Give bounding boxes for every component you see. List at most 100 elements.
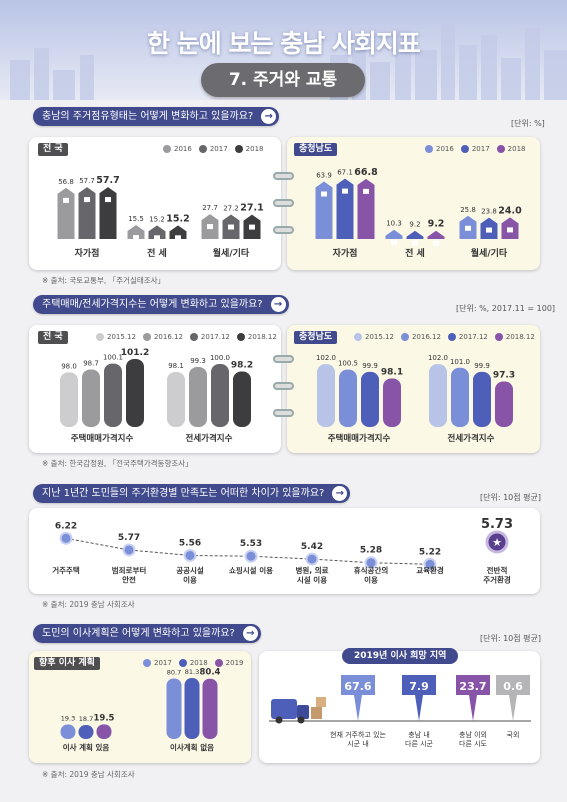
bar (126, 358, 144, 427)
bar (495, 381, 513, 427)
data-label: 9.2 (409, 221, 420, 229)
data-label: 80.4 (200, 668, 221, 678)
bar (233, 371, 251, 427)
bar (211, 364, 229, 427)
legend-label: 2018.12 (247, 333, 277, 341)
bar (202, 678, 218, 739)
category-label: 주거환경 (483, 575, 511, 585)
bar (104, 363, 122, 427)
category-label: 자가점 (333, 247, 358, 259)
data-label: 27.2 (223, 205, 239, 213)
legend-label: 2017.12 (458, 333, 488, 341)
data-label: 99.3 (190, 357, 206, 365)
house-bar (336, 178, 354, 239)
category-label: 현재 거주하고 있는 (330, 730, 387, 739)
bar (82, 369, 100, 427)
legend-item: 2018.12 (236, 333, 277, 341)
legend: 2016 2017 2018 (425, 145, 525, 153)
legend-item: 2017 (198, 145, 228, 153)
category-label: 시군 내 (347, 739, 369, 748)
pin-marker (402, 675, 436, 721)
binder-ring (273, 382, 294, 390)
legend-item: 2018.12 (494, 333, 535, 341)
bar (78, 724, 94, 739)
legend-label: 2019 (225, 659, 244, 667)
house-window (363, 188, 369, 194)
region-title: 2019년 이사 희망 지역 (342, 648, 459, 664)
category-label: 전세가격지수 (186, 433, 233, 444)
tenure-chungnam-chart: 63.9 67.1 66.8 자가점 10.3 9.2 9.2 전 세 25.8 23.8 24.0… (315, 167, 522, 259)
binder-ring (273, 409, 294, 417)
data-label: 19.5 (94, 713, 115, 723)
house-bar (427, 230, 445, 239)
category-label: 자가점 (75, 247, 100, 259)
data-point (423, 557, 437, 571)
source-note: ※ 출처: 2019 충남 사회조사 (42, 600, 135, 609)
binder-ring (273, 199, 294, 207)
legend-label: 2018.12 (505, 333, 535, 341)
arrow-right-icon: → (270, 297, 286, 312)
data-point (305, 552, 319, 566)
data-label: 100.0 (210, 354, 230, 362)
house-bar (385, 229, 403, 239)
house-window (154, 235, 160, 241)
tenure-nation-chart: 56.8 57.7 57.7 자가점 15.5 15.2 15.2 전 세 27.7 27.2 27… (57, 175, 264, 259)
category-label: 안전 (122, 575, 136, 585)
legend-label: 2016.12 (153, 333, 183, 341)
legend-item: 2018 (234, 145, 263, 153)
bar (184, 678, 200, 739)
bar (60, 372, 78, 427)
category-label: 이용 (364, 575, 378, 585)
house-bar (57, 187, 75, 239)
panel-moving-region: 67.6 현재 거주하고 있는 시군 내 7.9 충남 내 다른 시군 23.7 충남 이외 다… (259, 651, 540, 763)
legend-item: 2018 (496, 145, 526, 153)
question-text: 도민의 이사계획은 어떻게 변화하고 있을까요? (42, 628, 235, 639)
data-label: 98.2 (231, 361, 253, 371)
data-point (183, 548, 197, 562)
category-label: 공공시설 (176, 565, 204, 575)
data-label: 5.77 (118, 533, 140, 543)
bar (429, 364, 447, 427)
legend-label: 2017 (209, 145, 228, 153)
house-window (412, 240, 418, 246)
overall-point (485, 530, 509, 554)
truck-icon (271, 699, 297, 719)
bar (361, 371, 379, 427)
source-note: ※ 출처: 국토교통부, 「주거실태조사」 (42, 276, 166, 285)
star-icon: ★ (492, 536, 502, 549)
page-header: 한 눈에 보는 충남 사회지표 7. 주거와 교통 (0, 0, 567, 100)
source-note: ※ 출처: 한국감정원, 「전국주택가격동향조사」 (42, 459, 193, 468)
data-point (244, 549, 258, 563)
data-label: 102.0 (316, 354, 336, 362)
data-label: 5.22 (419, 547, 441, 557)
category-label: 휴식공간의 (354, 565, 389, 575)
legend: 2015.12 2016.12 2017.12 2018.12 (354, 333, 535, 341)
category-label: 충남 내 (408, 730, 430, 739)
house-window (84, 197, 90, 203)
legend-label: 2017 (471, 145, 490, 153)
arrow-right-icon: → (332, 486, 348, 501)
house-window (507, 227, 513, 233)
unit-label: [단위: 10점 평균] (480, 634, 542, 643)
data-label: 98.1 (381, 368, 403, 378)
data-label: 0.6 (503, 680, 523, 693)
legend-label: 2018 (507, 145, 526, 153)
data-label: 15.2 (149, 215, 165, 223)
binder-ring (273, 226, 294, 234)
data-label: 5.28 (360, 546, 382, 556)
bar (451, 367, 469, 427)
panel-tag: 충청남도 (294, 331, 338, 344)
data-label: 23.7 (459, 680, 486, 693)
panel-price-nation: 전 국 2015.12 2016.12 2017.12 2018.12 98.0… (29, 325, 281, 453)
category-label: 병원, 의료 (295, 565, 328, 575)
data-label: 10.3 (386, 220, 402, 228)
wheel-icon (297, 716, 305, 724)
data-label: 5.56 (179, 538, 201, 548)
data-label: 97.3 (493, 370, 515, 380)
data-label: 67.1 (337, 169, 353, 177)
house-window (433, 240, 439, 246)
category-label: 주택매매가격지수 (328, 433, 391, 444)
data-label: 100.1 (103, 354, 123, 362)
